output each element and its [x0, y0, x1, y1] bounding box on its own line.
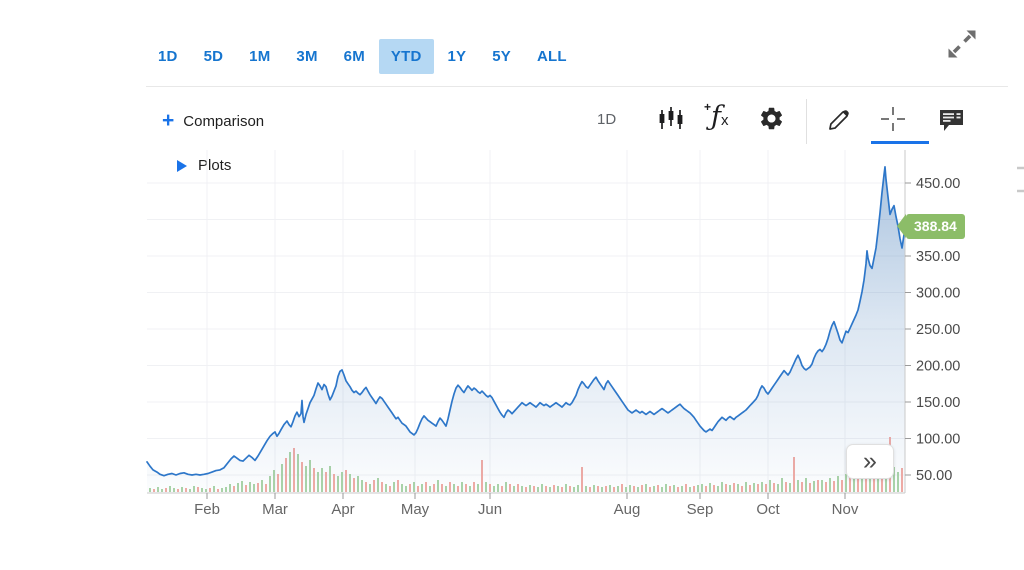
range-button-6m[interactable]: 6M [343, 48, 365, 65]
y-tick-label: 250.00 [916, 322, 960, 338]
x-tick-label: Jun [478, 501, 502, 518]
comparison-button[interactable]: + Comparison [162, 109, 265, 132]
y-tick-label: 100.00 [916, 432, 960, 448]
y-axis-labels: 450.00400.00350.00300.00250.00200.00150.… [905, 176, 960, 484]
y-tick-label: 50.00 [916, 468, 952, 484]
plus-icon: + [162, 109, 175, 132]
range-selector: 1D 5D 1M 3M 6M YTD 1Y 5Y ALL [146, 39, 579, 74]
candlestick-chart-icon[interactable] [656, 104, 686, 134]
y-tick-label: 300.00 [916, 286, 960, 302]
header-divider [146, 86, 1008, 87]
expand-icon[interactable] [940, 22, 984, 66]
active-tool-underline [871, 141, 929, 144]
x-axis-labels: Feb Mar Apr May Jun Aug Sep Oct Nov [194, 493, 859, 518]
draw-pencil-icon[interactable] [824, 104, 854, 134]
range-button-ytd[interactable]: YTD [378, 39, 434, 74]
x-tick-label: Apr [331, 501, 354, 518]
axes [147, 150, 906, 494]
range-button-1y[interactable]: 1Y [447, 48, 467, 65]
interval-button[interactable]: 1D [597, 111, 617, 128]
x-tick-label: Oct [756, 501, 780, 518]
crosshair-icon[interactable] [878, 104, 908, 134]
range-button-1d[interactable]: 1D [158, 48, 178, 65]
range-button-all[interactable]: ALL [537, 48, 567, 65]
right-edge-marks [1017, 166, 1024, 193]
price-line [146, 166, 906, 477]
range-button-5y[interactable]: 5Y [492, 48, 512, 65]
y-tick-label: 350.00 [916, 249, 960, 265]
y-tick-label: 150.00 [916, 395, 960, 411]
x-tick-label: Mar [262, 501, 288, 518]
plots-label: Plots [198, 157, 232, 174]
x-tick-label: Sep [687, 501, 714, 518]
x-tick-label: Feb [194, 501, 220, 518]
triangle-right-icon [177, 159, 187, 172]
x-tick-label: Nov [832, 501, 859, 518]
y-tick-label: 200.00 [916, 359, 960, 375]
plots-toggle[interactable]: Plots [177, 157, 231, 174]
indicators-fx-icon[interactable]: +ƒx [704, 100, 729, 132]
settings-gear-icon[interactable] [758, 105, 788, 135]
x-tick-label: May [401, 501, 430, 518]
range-button-5d[interactable]: 5D [203, 48, 224, 65]
range-button-3m[interactable]: 3M [296, 48, 318, 65]
toolbar-divider [806, 99, 807, 144]
y-tick-label: 450.00 [916, 176, 960, 192]
range-button-1m[interactable]: 1M [249, 48, 271, 65]
x-tick-label: Aug [614, 501, 641, 518]
comparison-label: Comparison [183, 112, 265, 130]
last-price-value: 388.84 [914, 218, 957, 234]
last-price-badge: 388.84 [897, 214, 965, 239]
scroll-forward-button[interactable]: » [846, 444, 894, 479]
price-area [147, 166, 905, 493]
annotation-comment-icon[interactable] [936, 104, 966, 134]
